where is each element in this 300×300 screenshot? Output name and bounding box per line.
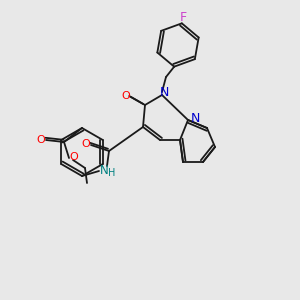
Text: H: H	[108, 168, 116, 178]
Text: N: N	[190, 112, 200, 124]
Text: O: O	[70, 152, 78, 162]
Text: O: O	[82, 139, 90, 149]
Text: N: N	[100, 164, 108, 178]
Text: N: N	[159, 85, 169, 98]
Text: O: O	[122, 91, 130, 101]
Text: O: O	[37, 135, 45, 145]
Text: F: F	[179, 11, 186, 24]
